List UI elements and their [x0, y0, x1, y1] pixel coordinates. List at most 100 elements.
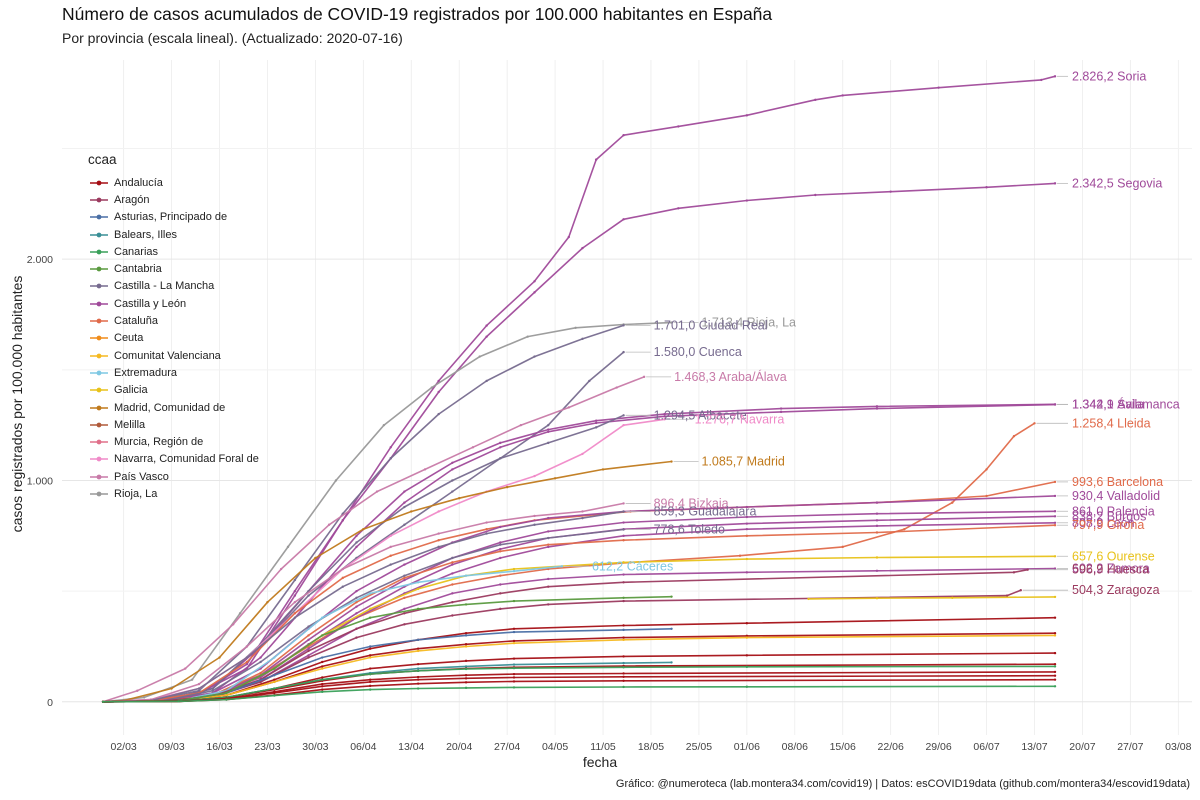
data-point	[677, 125, 680, 128]
data-point	[594, 421, 598, 425]
data-point	[307, 647, 310, 650]
data-point	[622, 672, 625, 675]
legend-item: Ceuta	[88, 330, 259, 347]
data-point	[615, 386, 618, 389]
data-point	[622, 666, 625, 669]
data-point	[622, 218, 625, 221]
data-point	[464, 643, 468, 646]
x-tick-label: 15/06	[830, 741, 856, 753]
data-point	[594, 158, 598, 161]
data-point	[499, 441, 502, 445]
legend-key-point	[96, 197, 102, 203]
data-point	[1053, 510, 1057, 513]
series-label: 1.258,4 Lleida	[1072, 416, 1151, 430]
data-point	[382, 423, 386, 427]
data-point	[321, 656, 324, 659]
legend-item-label: Cataluña	[114, 315, 159, 328]
data-point	[368, 672, 372, 676]
data-point	[403, 596, 406, 599]
data-point	[1053, 634, 1057, 637]
data-point	[875, 519, 879, 522]
legend-item: Asturias, Principado de	[88, 209, 259, 226]
data-point	[594, 426, 598, 429]
data-point	[875, 531, 879, 534]
data-point	[841, 94, 844, 97]
series-label: 1.701,0 Ciudad Real	[654, 318, 768, 332]
series-label: 930,4 Valladolid	[1072, 489, 1160, 503]
data-point	[512, 627, 516, 630]
legend-key-point	[96, 284, 102, 289]
data-point	[355, 534, 358, 538]
data-point	[505, 485, 509, 489]
data-point	[355, 596, 358, 599]
data-point	[416, 682, 420, 685]
data-point	[321, 616, 324, 619]
data-point	[1053, 480, 1057, 484]
data-point	[451, 592, 454, 595]
data-point	[451, 583, 454, 586]
data-point	[779, 407, 783, 410]
legend-key	[90, 266, 108, 272]
legend-key-point	[96, 266, 102, 272]
data-point	[389, 545, 392, 549]
legend-key-point	[96, 318, 102, 324]
data-point	[512, 686, 516, 689]
data-point	[471, 446, 475, 449]
data-point	[745, 665, 749, 669]
data-point	[1026, 568, 1029, 571]
legend-key-point	[96, 232, 102, 237]
data-point	[293, 612, 297, 615]
series-line	[103, 495, 1056, 703]
data-point	[1053, 567, 1057, 570]
data-point	[745, 622, 749, 625]
legend-key	[90, 387, 108, 393]
x-tick-label: 20/04	[446, 741, 472, 753]
data-point	[547, 603, 550, 606]
data-point	[485, 527, 488, 531]
data-point	[389, 563, 392, 566]
legend-item-label: Galicia	[114, 384, 148, 397]
data-point	[499, 583, 502, 586]
data-point	[355, 601, 358, 604]
legend-key	[90, 232, 108, 237]
legend-item-label: Madrid, Comunidad de	[114, 401, 226, 414]
data-point	[1053, 494, 1057, 498]
data-point	[622, 502, 625, 505]
data-point	[211, 689, 214, 692]
data-point	[464, 634, 468, 637]
data-point	[307, 638, 310, 642]
data-point	[485, 532, 488, 535]
data-point	[670, 595, 673, 598]
legend-key	[90, 249, 108, 255]
data-point	[464, 667, 468, 671]
data-point	[451, 556, 454, 560]
series-label: 596,9 Huesca	[1072, 563, 1149, 577]
legend-item-label: Rioja, La	[114, 487, 158, 500]
data-point	[499, 550, 502, 553]
data-point	[437, 390, 440, 394]
series-label: 778,6 Toledo	[654, 522, 725, 536]
x-tick-label: 03/08	[1165, 741, 1191, 753]
legend-key	[90, 422, 108, 428]
data-point	[1053, 678, 1057, 681]
data-point	[293, 589, 297, 593]
legend-item-label: Melilla	[114, 418, 146, 431]
data-point	[519, 423, 523, 427]
data-point	[581, 516, 584, 520]
data-point	[451, 490, 454, 493]
data-point	[321, 667, 324, 670]
data-point	[368, 678, 372, 681]
series-label: 797,9 Girona	[1072, 518, 1144, 532]
data-point	[355, 605, 358, 608]
data-point	[499, 574, 502, 577]
data-point	[1053, 674, 1057, 677]
data-point	[190, 678, 194, 681]
data-point	[451, 461, 454, 464]
data-point	[307, 656, 310, 659]
data-point	[307, 649, 310, 653]
legend-item-label: Extremadura	[114, 366, 177, 379]
legend-item: Navarra, Comunidad Foral de	[88, 451, 259, 468]
x-tick-label: 13/07	[1021, 741, 1047, 753]
legend-item-label: Andalucía	[114, 176, 163, 189]
data-point	[245, 662, 249, 666]
